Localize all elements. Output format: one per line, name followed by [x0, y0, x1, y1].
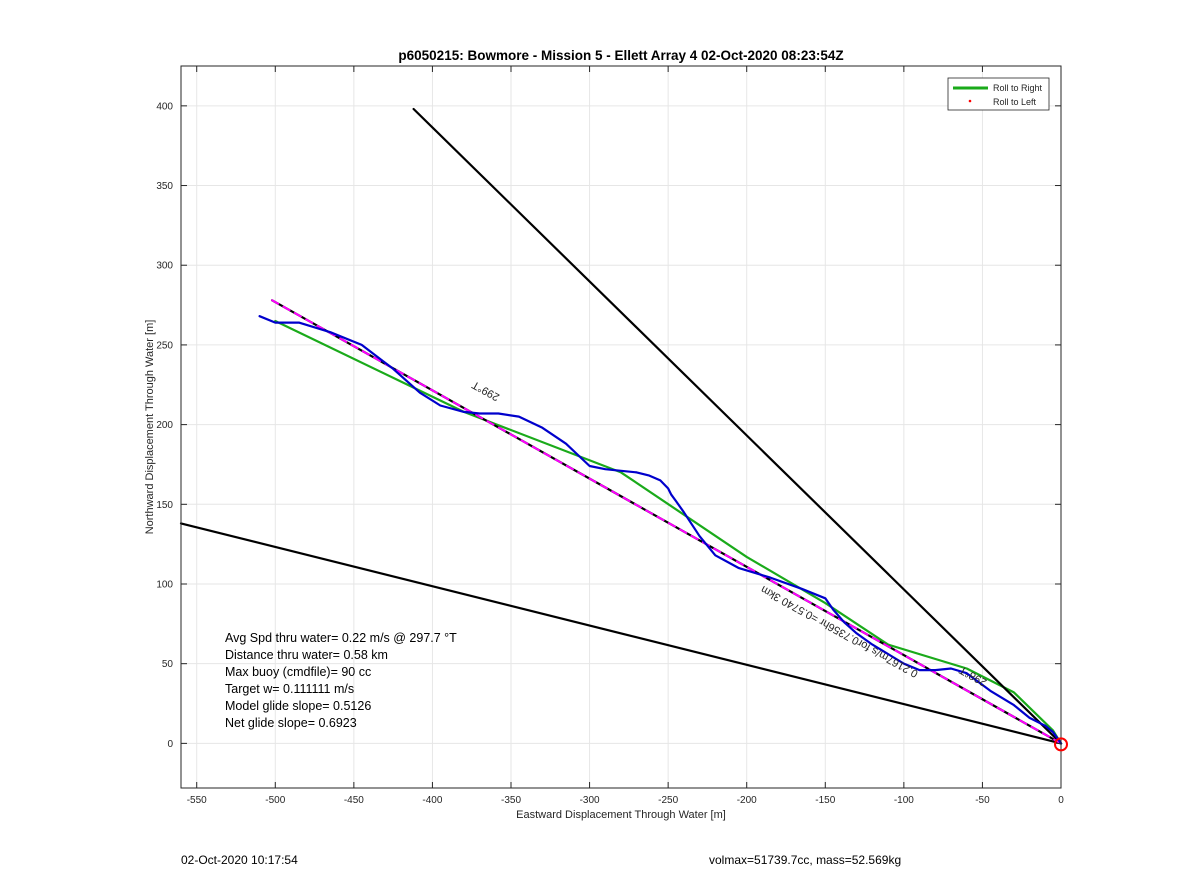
x-tick-label: -550 [187, 795, 207, 806]
x-tick-label: -100 [894, 795, 914, 806]
ticks: -550 -500 -450 -400 -350 -300 -250 -200 -150 -100… [156, 66, 1064, 806]
x-tick-label: -200 [737, 795, 757, 806]
track-roll-right [274, 319, 1063, 745]
y-tick-label: 250 [156, 340, 173, 351]
plot-frame [180, 65, 1062, 789]
footer-volmax-mass: volmax=51739.7cc, mass=52.569kg [709, 853, 902, 867]
y-tick-label: 100 [156, 579, 173, 590]
x-tick-label: -50 [975, 795, 990, 806]
x-tick-label: -150 [815, 795, 835, 806]
y-tick-label: 200 [156, 420, 173, 431]
y-tick-label: 0 [167, 739, 173, 750]
legend-label-roll-right: Roll to Right [993, 83, 1043, 93]
y-tick-label: 350 [156, 181, 173, 192]
origin-marker [1054, 737, 1068, 752]
series-layer [179, 107, 1063, 745]
avg-speed-text: Avg Spd thru water= 0.22 m/s @ 297.7 °T [225, 631, 457, 645]
distance-text: Distance thru water= 0.58 km [225, 648, 388, 662]
y-axis-label: Northward Displacement Through Water [m] [144, 320, 156, 535]
y-tick-label: 300 [156, 261, 173, 272]
x-tick-label: -300 [580, 795, 600, 806]
y-tick-label: 400 [156, 101, 173, 112]
plot-area [181, 66, 1061, 788]
x-tick-label: -250 [658, 795, 678, 806]
x-tick-label: -350 [501, 795, 521, 806]
footer-timestamp: 02-Oct-2020 10:17:54 [181, 853, 298, 867]
max-buoy-text: Max buoy (cmdfile)= 90 cc [225, 665, 371, 679]
bound-line-south [179, 522, 1063, 745]
legend-box [947, 77, 1050, 111]
legend-swatch-roll-left [968, 99, 972, 103]
target-w-text: Target w= 0.111111 m/s [225, 682, 354, 696]
x-tick-label: -400 [422, 795, 442, 806]
glider-track [258, 315, 1063, 745]
x-axis-label: Eastward Displacement Through Water [m] [516, 809, 726, 821]
y-tick-label: 50 [162, 659, 174, 670]
net-glide-slope-text: Net glide slope= 0.6923 [225, 716, 357, 730]
bound-line-north [412, 107, 1063, 745]
x-tick-label: -500 [265, 795, 285, 806]
y-tick-label: 150 [156, 500, 173, 511]
x-tick-label: -450 [344, 795, 364, 806]
chart-title: p6050215: Bowmore - Mission 5 - Ellett A… [398, 48, 843, 63]
model-glide-slope-text: Model glide slope= 0.5126 [225, 699, 371, 713]
legend: Roll to Right Roll to Left [947, 77, 1050, 111]
x-tick-label: 0 [1058, 795, 1064, 806]
legend-label-roll-left: Roll to Left [993, 97, 1037, 107]
